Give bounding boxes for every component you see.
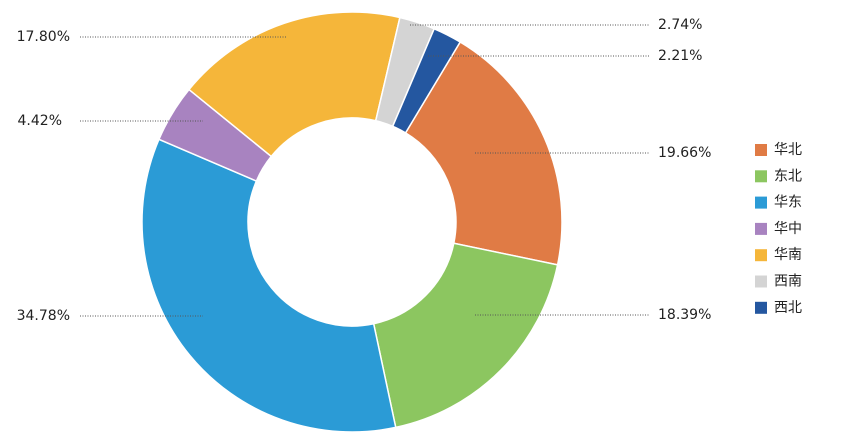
legend-swatch	[755, 144, 767, 156]
legend-swatch	[755, 249, 767, 262]
donut-segment	[187, 11, 401, 158]
legend-label: 华中	[774, 221, 802, 237]
legend-label: 西南	[774, 274, 802, 290]
data-label: 19.66%	[658, 145, 711, 161]
data-label: 4.42%	[18, 113, 62, 129]
data-label: 17.80%	[17, 29, 70, 45]
legend-label: 西北	[774, 300, 802, 316]
legend-swatch	[755, 301, 767, 314]
donut-segment	[372, 242, 559, 429]
data-label: 2.21%	[658, 48, 702, 64]
data-label: 34.78%	[17, 308, 70, 324]
legend-swatch	[755, 170, 767, 183]
data-label: 2.74%	[658, 17, 702, 33]
legend-label: 东北	[774, 168, 802, 184]
donut-segment	[391, 27, 462, 134]
data-label: 18.39%	[658, 307, 711, 323]
legend-swatch	[755, 275, 767, 288]
legend-label: 华东	[774, 195, 802, 211]
legend-swatch	[755, 196, 767, 209]
donut-segment	[141, 138, 397, 433]
legend-label: 华南	[774, 247, 802, 263]
legend-swatch	[755, 222, 767, 235]
legend-label: 华北	[774, 142, 802, 158]
donut-segment	[404, 40, 563, 266]
